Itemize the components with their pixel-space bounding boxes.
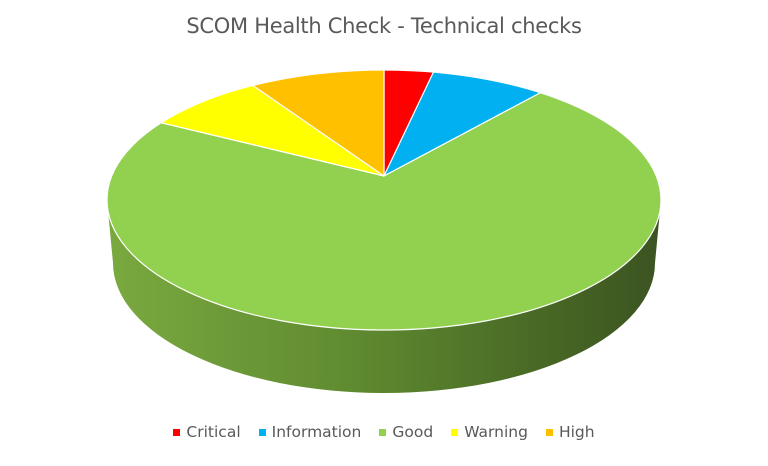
pie-side-wall — [107, 200, 661, 393]
chart-title: SCOM Health Check - Technical checks — [186, 14, 582, 38]
legend-item-critical[interactable]: Critical — [173, 423, 241, 441]
legend-label: Good — [392, 423, 434, 441]
legend-swatch — [451, 428, 459, 436]
legend-item-warning[interactable]: Warning — [451, 423, 528, 441]
legend-swatch — [379, 428, 387, 436]
legend-swatch — [545, 428, 553, 436]
legend: Critical Information Good Warning High — [0, 423, 768, 441]
legend-item-information[interactable]: Information — [258, 423, 362, 441]
legend-swatch — [173, 428, 181, 436]
legend-item-good[interactable]: Good — [379, 423, 433, 441]
legend-item-high[interactable]: High — [545, 423, 595, 441]
legend-label: Critical — [186, 423, 241, 441]
pie-rim — [106, 69, 662, 331]
legend-label: High — [558, 423, 595, 441]
legend-label: Warning — [464, 423, 528, 441]
legend-label: Information — [271, 423, 362, 441]
pie-side — [107, 200, 661, 393]
legend-swatch — [258, 428, 266, 436]
